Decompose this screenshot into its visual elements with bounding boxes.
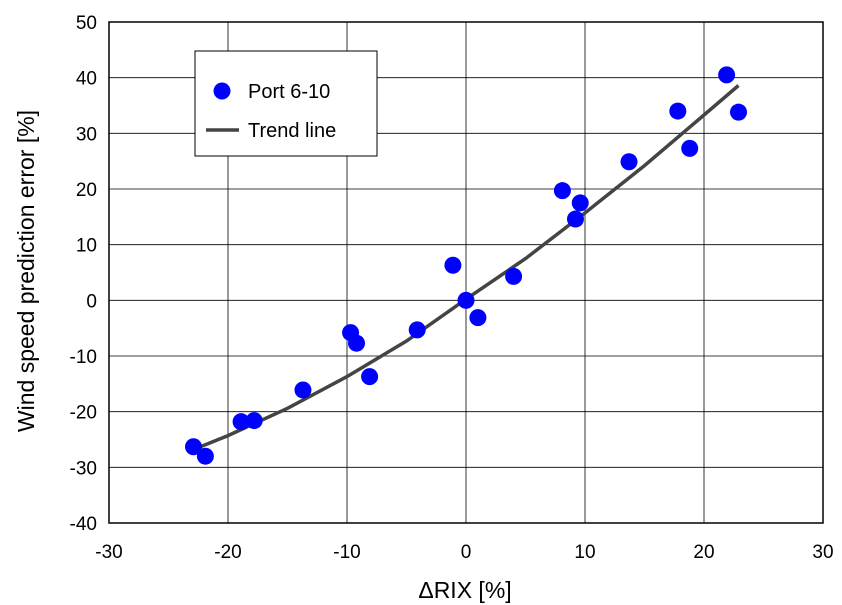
- y-tick-label: -40: [70, 514, 97, 535]
- legend-label-trend-line: Trend line: [248, 120, 336, 142]
- y-tick-label: 20: [76, 180, 97, 201]
- data-point: [196, 447, 214, 465]
- x-tick-label: 10: [574, 542, 595, 563]
- y-tick-label: 50: [76, 13, 97, 34]
- data-point: [361, 368, 379, 386]
- x-tick-labels: -30 -20 -10 0 10 20 30: [95, 542, 833, 563]
- data-point: [669, 102, 687, 120]
- x-tick-label: -20: [214, 542, 241, 563]
- data-point: [408, 321, 426, 339]
- legend: Port 6-10 Trend line: [194, 50, 378, 157]
- y-axis-label: Wind speed prediction error [%]: [13, 110, 39, 432]
- x-tick-label: 20: [693, 542, 714, 563]
- x-axis-label: ΔRIX [%]: [418, 577, 511, 603]
- legend-label-port-6-10: Port 6-10: [248, 81, 330, 103]
- data-point: [469, 309, 487, 327]
- y-tick-label: -30: [70, 458, 97, 479]
- legend-box: [194, 50, 378, 157]
- data-point: [348, 334, 366, 352]
- legend-marker-port-6-10: [213, 82, 231, 100]
- data-point: [620, 153, 638, 171]
- data-point: [571, 194, 589, 212]
- scatter-points: [184, 66, 748, 465]
- data-point: [730, 103, 748, 121]
- data-point: [681, 139, 699, 157]
- y-tick-label: 10: [76, 236, 97, 257]
- data-point: [232, 413, 250, 431]
- x-tick-label: 0: [461, 542, 472, 563]
- x-tick-label: 30: [812, 542, 833, 563]
- data-point: [184, 438, 202, 456]
- y-tick-label: 0: [86, 291, 97, 312]
- data-point: [718, 66, 736, 84]
- y-tick-labels: -40 -30 -20 -10 0 10 20 30 40 50: [70, 13, 97, 535]
- y-tick-label: -10: [70, 347, 97, 368]
- data-point: [457, 291, 475, 309]
- data-point: [245, 412, 263, 430]
- data-point: [294, 381, 312, 399]
- y-tick-label: 40: [76, 69, 97, 90]
- data-point: [553, 182, 571, 200]
- data-point: [505, 267, 523, 285]
- data-point: [566, 210, 584, 228]
- y-tick-label: 30: [76, 124, 97, 145]
- plot-frame: [108, 21, 824, 524]
- y-tick-label: -20: [70, 403, 97, 424]
- x-tick-label: -30: [95, 542, 122, 563]
- x-tick-label: -10: [333, 542, 360, 563]
- data-point: [444, 256, 462, 274]
